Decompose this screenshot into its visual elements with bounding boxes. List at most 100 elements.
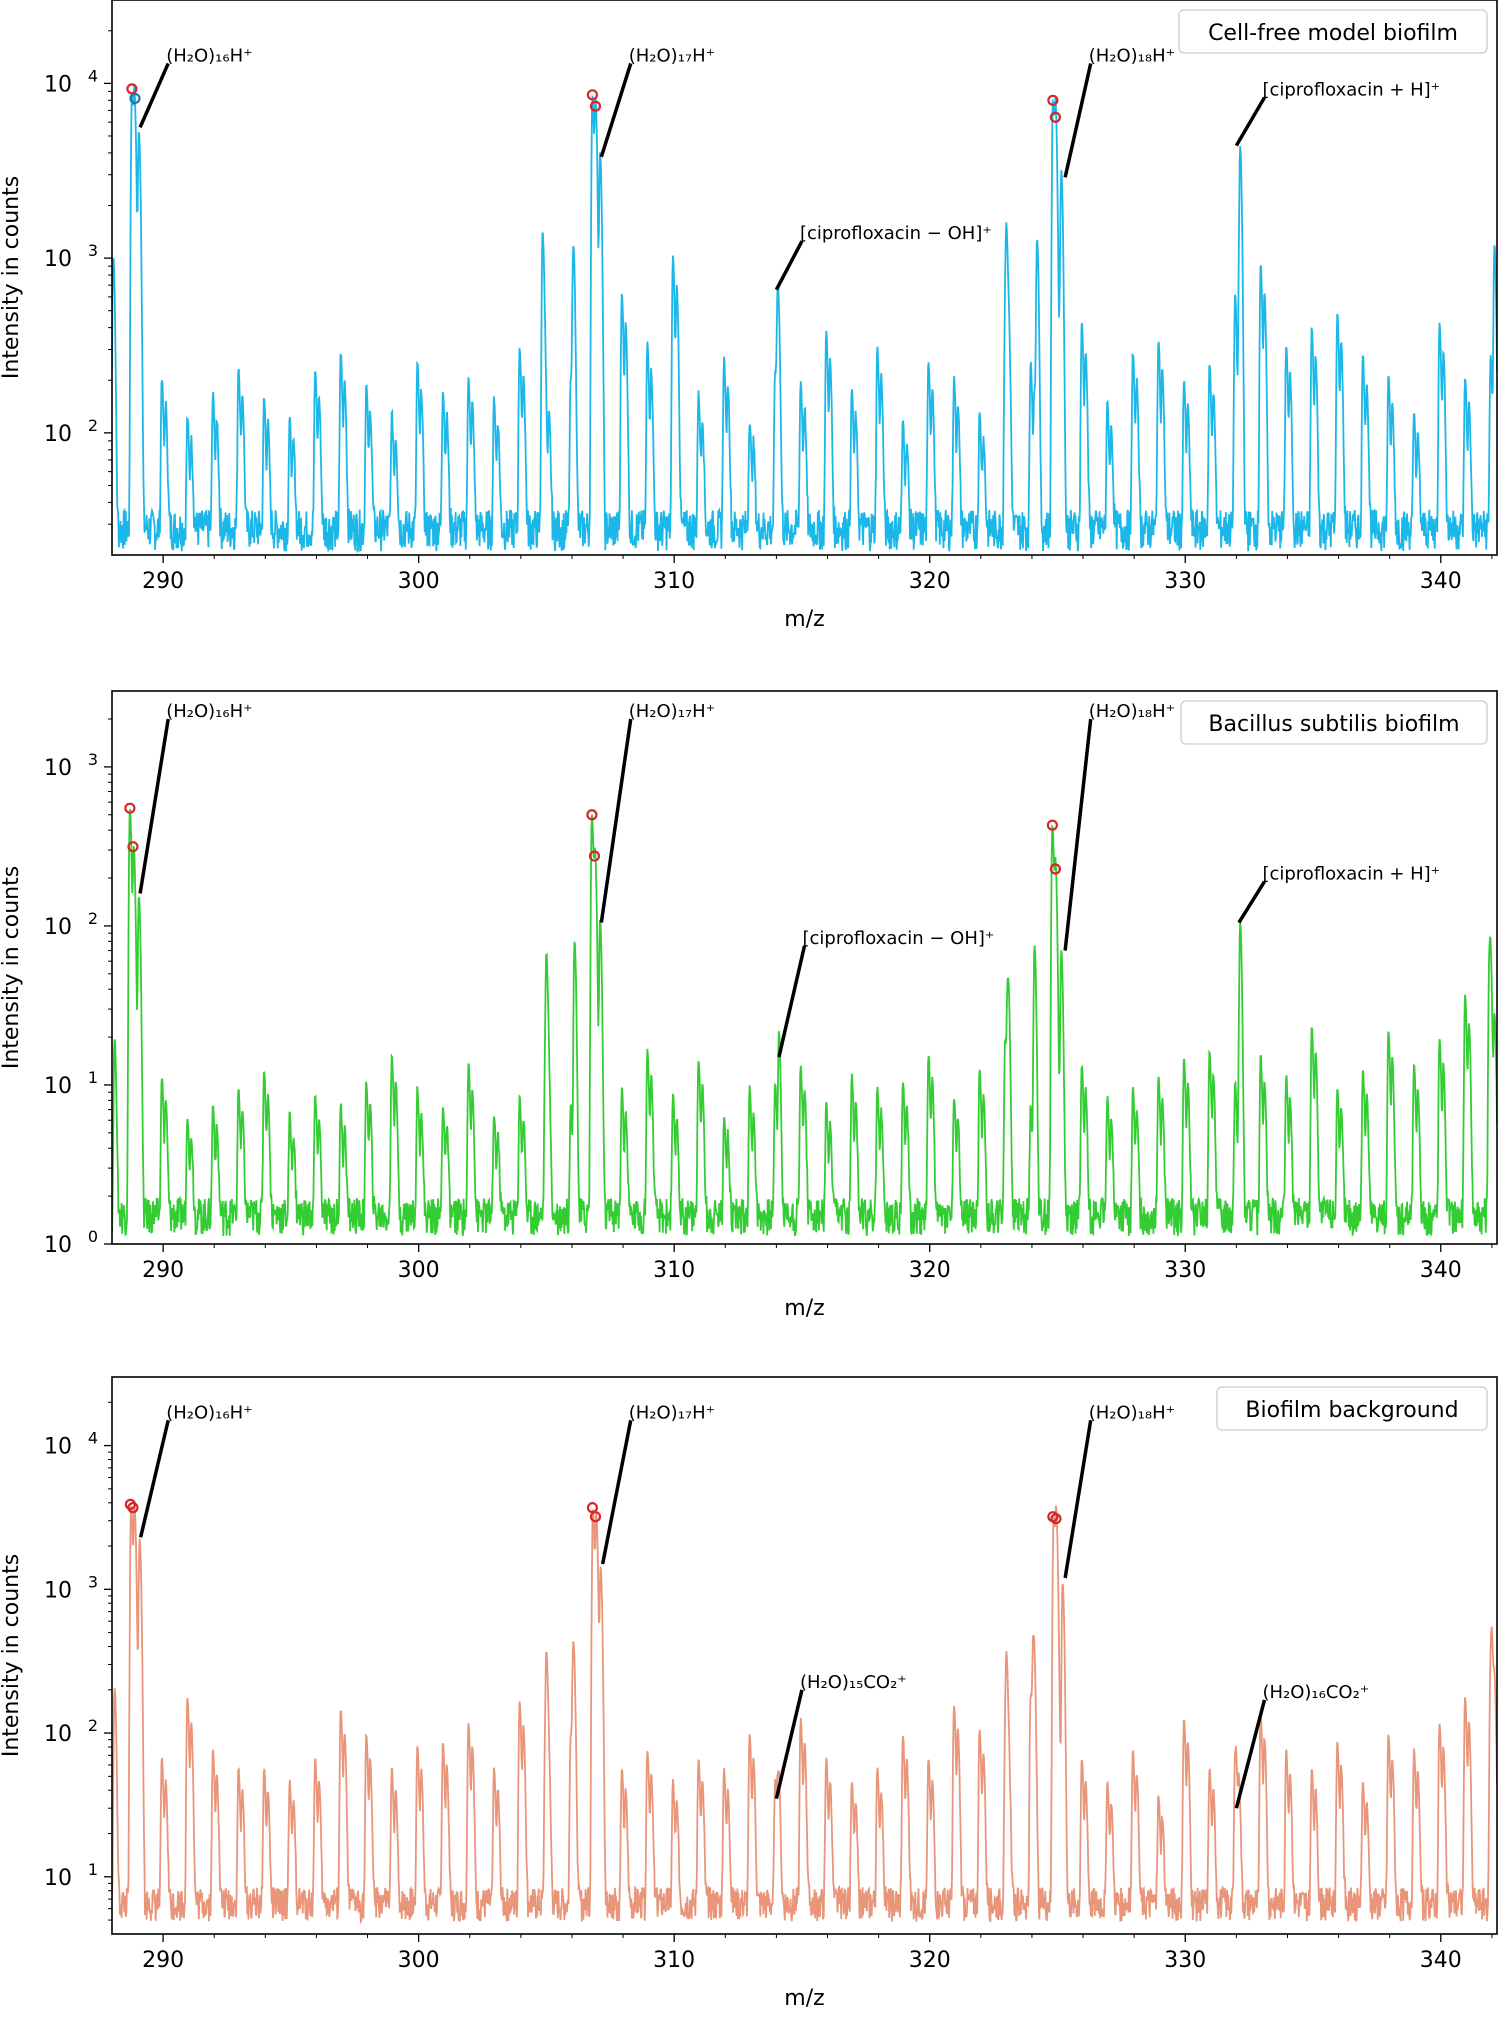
y-tick-base: 10 [44,1578,72,1603]
peak-marker [1049,111,1062,123]
peak-marker [1049,863,1062,875]
x-tick-label: 310 [653,1948,695,1973]
x-axis-label: m/z [784,1986,824,2011]
legend-box [1178,9,1488,54]
peak-annotation: (H₂O)₁₈H⁺ [1089,45,1175,66]
x-tick-label: 290 [142,1258,184,1283]
peak-annotation: (H₂O)₁₅CO₂⁺ [800,1672,907,1693]
y-tick-exponent: 1 [88,1068,98,1087]
y-tick-exponent: 2 [88,1716,98,1735]
y-tick-base: 10 [44,756,72,781]
y-tick-exponent: 2 [88,416,98,435]
spectrum-trace [112,1505,1497,1925]
annotation-leader [138,718,170,894]
peak-marker [1050,1513,1062,1525]
annotation-leader [1063,1419,1093,1579]
x-tick-label: 330 [1164,569,1206,594]
peak-annotation: (H₂O)₁₆CO₂⁺ [1262,1682,1369,1703]
peak-marker [588,850,601,862]
annotation-leader [599,718,633,923]
annotation-leader [600,1419,633,1565]
y-tick-label: 10 3 [44,1572,98,1603]
peak-marker [586,89,599,101]
peak-annotation: (H₂O)₁₈H⁺ [1089,701,1175,722]
plot-frame [111,690,1498,1245]
y-axis-label: Intensity in counts [0,866,24,1069]
plot-frame [111,1376,1498,1935]
y-tick-label: 10 1 [44,1068,98,1099]
x-tick-label: 300 [398,1948,440,1973]
spectrum-trace [112,85,1497,554]
legend-label: Bacillus subtilis biofilm [1208,712,1459,737]
y-tick-base: 10 [44,1435,72,1460]
peak-annotation: [ciprofloxacin − OH]⁺ [803,928,995,949]
peak-marker [589,100,602,112]
y-tick-exponent: 4 [88,1429,98,1448]
x-tick-label: 340 [1420,1258,1462,1283]
y-tick-base: 10 [44,422,72,447]
y-tick-label: 10 0 [44,1227,98,1258]
annotation-leader [599,62,633,158]
legend-label: Cell-free model biofilm [1208,21,1458,46]
y-tick-label: 10 2 [44,1716,98,1747]
annotation-leader [774,1689,804,1799]
y-tick-base: 10 [44,1722,72,1747]
y-tick-label: 10 4 [44,1429,98,1460]
x-axis-label: m/z [784,1296,824,1321]
x-tick-label: 330 [1164,1258,1206,1283]
annotation-leader [1237,880,1266,924]
peak-annotation: [ciprofloxacin − OH]⁺ [800,223,992,244]
x-tick-label: 330 [1164,1948,1206,1973]
x-tick-label: 340 [1420,1948,1462,1973]
x-axis-label: m/z [784,607,824,632]
annotation-leader [138,62,170,129]
legend-box [1216,1386,1488,1431]
peak-marker [586,809,598,821]
annotation-leader [774,240,804,291]
legend-label: Biofilm background [1245,1398,1458,1423]
y-tick-exponent: 1 [88,1860,98,1879]
peak-annotation: (H₂O)₁₇H⁺ [629,701,715,722]
legend-box [1180,700,1488,745]
peak-marker [129,92,141,105]
y-tick-exponent: 2 [88,909,98,928]
peak-annotation: (H₂O)₁₇H⁺ [629,1402,715,1423]
peak-annotation: [ciprofloxacin + H]⁺ [1262,864,1440,885]
y-tick-exponent: 3 [88,750,98,769]
x-tick-label: 320 [909,1948,951,1973]
y-axis-label: Intensity in counts [0,176,24,379]
y-tick-base: 10 [44,1866,72,1891]
y-tick-label: 10 3 [44,241,98,272]
y-tick-exponent: 0 [88,1227,98,1246]
x-tick-label: 300 [398,569,440,594]
annotation-leader [1063,718,1093,951]
y-tick-base: 10 [44,1233,72,1258]
x-tick-label: 310 [653,1258,695,1283]
peak-marker [124,802,136,814]
peak-marker [1046,819,1058,831]
x-tick-label: 310 [653,569,695,594]
y-tick-exponent: 3 [88,241,98,260]
annotation-leader [1063,63,1093,178]
peak-annotation: (H₂O)₁₈H⁺ [1089,1402,1175,1423]
annotation-leader [1234,1699,1267,1809]
peak-marker [127,841,139,853]
y-tick-base: 10 [44,72,72,97]
x-tick-label: 290 [142,1948,184,1973]
x-tick-label: 320 [909,569,951,594]
spectrum-trace [112,808,1497,1237]
x-tick-label: 320 [909,1258,951,1283]
y-tick-exponent: 3 [88,1572,98,1591]
peak-annotation: [ciprofloxacin + H]⁺ [1262,80,1440,101]
annotation-leader [777,945,807,1058]
peak-annotation: (H₂O)₁₇H⁺ [629,45,715,66]
x-tick-label: 340 [1420,569,1462,594]
peak-annotation: (H₂O)₁₆H⁺ [166,1402,252,1423]
y-tick-exponent: 4 [88,66,98,85]
y-tick-base: 10 [44,247,72,272]
plot-frame [111,0,1498,556]
peak-annotation: (H₂O)₁₆H⁺ [166,45,252,66]
y-tick-label: 10 2 [44,909,98,940]
